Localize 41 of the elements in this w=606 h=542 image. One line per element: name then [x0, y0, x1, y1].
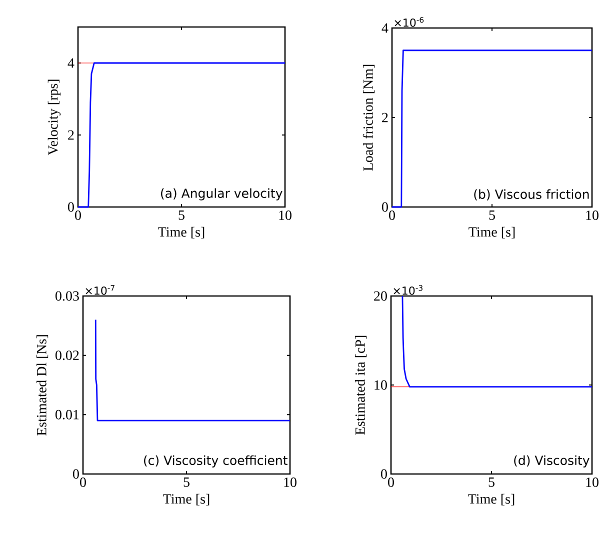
- y-tick-label: 0: [381, 469, 387, 479]
- y-tick-label: 20: [374, 291, 387, 301]
- x-axis-title: Time [s]: [163, 494, 210, 506]
- y-tick-label: 4: [68, 58, 74, 68]
- y-tick-label: 0.03: [56, 291, 79, 301]
- x-tick-label: 0: [80, 478, 86, 487]
- x-tick-label: 10: [586, 478, 598, 487]
- x-tick-label: 5: [184, 478, 190, 487]
- x-tick-label: 0: [389, 210, 395, 220]
- y-tick-label: 0: [382, 202, 388, 212]
- line-series: [402, 295, 593, 388]
- y-axis-title: Estimated ita [cP]: [355, 336, 367, 435]
- y-tick-label: 0.02: [56, 350, 79, 360]
- annotation: (d) Viscosity: [514, 455, 590, 468]
- x-axis-title: Time [s]: [468, 226, 515, 238]
- y-tick-label: 0: [68, 202, 74, 212]
- y-axis-title: Load friction [Nm]: [362, 64, 375, 171]
- y-tick-label: 2: [68, 130, 74, 140]
- x-tick-label: 10: [279, 210, 292, 220]
- x-tick-label: 10: [586, 210, 598, 220]
- x-tick-label: 10: [284, 478, 296, 487]
- x-axis-title: Time [s]: [468, 494, 514, 506]
- text: ×10$^{-6}$: [394, 16, 424, 27]
- line-series: [94, 319, 291, 422]
- y-axis-title: Estimated Dl [Ns]: [36, 335, 48, 436]
- x-tick-label: 5: [488, 478, 494, 487]
- x-axis-title: Time [s]: [158, 226, 204, 238]
- y-tick-label: 10: [374, 380, 387, 390]
- annotation: (c) Viscosity coefficient: [144, 455, 288, 468]
- x-tick-label: 0: [388, 478, 394, 487]
- annotation: (b) Viscous friction: [474, 189, 589, 200]
- y-tick-label: 2: [382, 112, 388, 122]
- text: ×10$^{-7}$: [86, 285, 114, 295]
- x-tick-label: 5: [178, 210, 184, 220]
- y-tick-label: 0: [73, 469, 79, 479]
- y-axis-title: Velocity [rps]: [48, 80, 61, 156]
- y-tick-label: 0.01: [56, 410, 79, 420]
- y-tick-label: 4: [382, 23, 388, 33]
- annotation: (a) Angular velocity: [161, 188, 282, 200]
- text: ×10$^{-3}$: [394, 284, 422, 295]
- x-tick-label: 5: [489, 210, 495, 220]
